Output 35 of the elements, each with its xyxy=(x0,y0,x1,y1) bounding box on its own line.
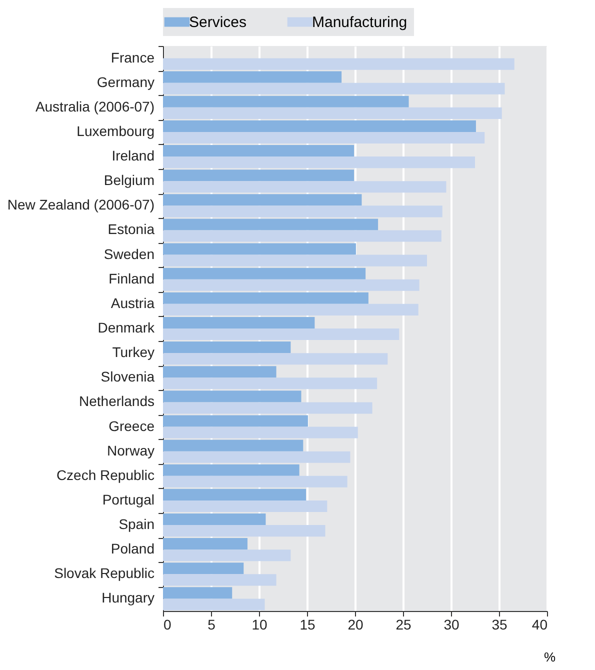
y-tick-label: Ireland xyxy=(112,148,154,164)
y-tick-label: Czech Republic xyxy=(56,466,154,483)
x-tick-label: 10 xyxy=(252,616,268,632)
y-tick-label: Norway xyxy=(107,442,154,458)
y-tick-label: Austria xyxy=(110,294,155,311)
x-axis-title: % xyxy=(544,650,556,664)
y-tick-label: Spain xyxy=(118,516,154,532)
y-tick-label: Netherlands xyxy=(79,393,154,410)
y-tick-label: Luxembourg xyxy=(76,122,154,139)
x-tick-label: 35 xyxy=(492,616,508,632)
y-tick-label: New Zealand (2006-07) xyxy=(7,196,154,213)
y-tick-label: Slovenia xyxy=(100,368,155,385)
y-tick-label: Australia (2006-07) xyxy=(35,98,154,114)
x-tick-label: 30 xyxy=(444,616,460,632)
y-tick-label: France xyxy=(110,49,155,66)
y-tick-label: Portugal xyxy=(102,491,154,508)
y-tick-label: Denmark xyxy=(98,320,156,336)
y-tick-label: Slovak Republic xyxy=(54,565,154,582)
y-tick-label: Hungary xyxy=(102,590,154,606)
y-tick-label: Estonia xyxy=(108,221,155,238)
x-tick-label: 25 xyxy=(396,616,412,632)
legend-label: Services xyxy=(189,14,247,31)
y-tick-label: Greece xyxy=(108,418,155,434)
legend-label: Manufacturing xyxy=(312,14,408,31)
x-tick-label: 15 xyxy=(300,616,316,632)
y-tick-label: Germany xyxy=(96,74,154,90)
y-tick-label: Sweden xyxy=(104,246,154,262)
x-tick-label: 40 xyxy=(532,616,548,632)
y-tick-label: Turkey xyxy=(112,344,154,360)
y-tick-label: Finland xyxy=(108,270,154,286)
y-tick-label: Poland xyxy=(110,540,154,557)
x-tick-label: 20 xyxy=(348,616,364,632)
y-tick-label: Belgium xyxy=(104,172,154,188)
x-tick-label: 5 xyxy=(208,616,216,632)
x-tick-label: 0 xyxy=(164,616,172,632)
